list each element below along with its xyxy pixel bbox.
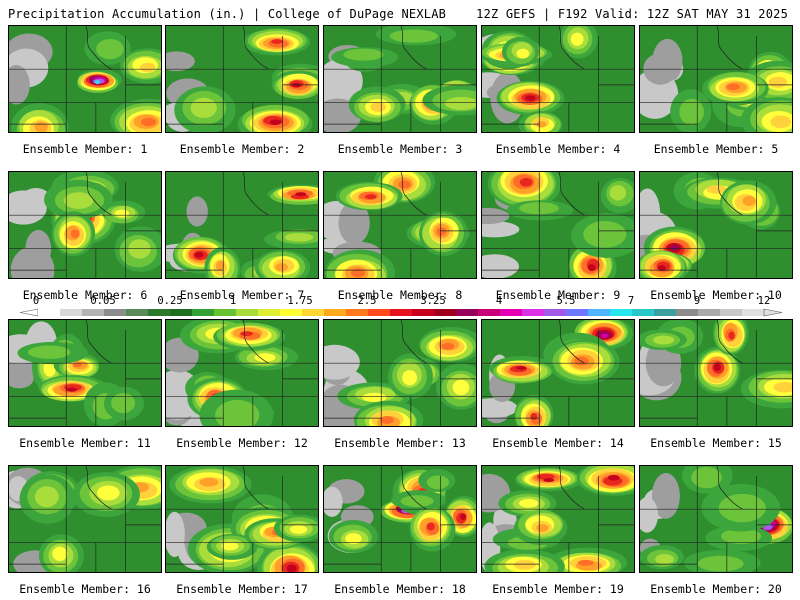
colorbar-swatch [610,309,633,316]
ensemble-member-label: Ensemble Member: 7 [179,288,305,302]
colorbar-min-arrow [19,308,39,317]
colorbar-swatch [720,309,743,316]
colorbar-tick-label: 12 [757,295,771,307]
colorbar-swatch [544,309,567,316]
ensemble-member-map [165,465,319,573]
colorbar-swatch [588,309,611,316]
ensemble-member-label: Ensemble Member: 12 [176,436,308,450]
colorbar-swatch [632,309,655,316]
colorbar-swatch [192,309,215,316]
ensemble-member-map [8,465,162,573]
ensemble-member-label: Ensemble Member: 16 [19,582,151,596]
ensemble-member-map [323,25,477,133]
ensemble-member-label: Ensemble Member: 6 [22,288,148,302]
ensemble-member-map [639,465,793,573]
ensemble-member-map [639,25,793,133]
ensemble-member-label: Ensemble Member: 2 [179,142,305,156]
ensemble-member-label: Ensemble Member: 11 [19,436,151,450]
colorbar-swatch [698,309,721,316]
ensemble-member-label: Ensemble Member: 1 [22,142,148,156]
colorbar-swatch [390,309,413,316]
colorbar-swatch [412,309,435,316]
precip-colorbar: 0 0.05 0.25 1 1.75 2.5 3.25 4 5.5 7 9 12 [0,295,800,320]
ensemble-member-label: Ensemble Member: 15 [650,436,782,450]
colorbar-tick-label: 9 [693,295,701,307]
colorbar-swatch [148,309,171,316]
ensemble-member-label: Ensemble Member: 4 [495,142,621,156]
colorbar-swatch [104,309,127,316]
ensemble-member-map [481,465,635,573]
colorbar-swatch [324,309,347,316]
colorbar-tick-label: 4 [495,295,503,307]
colorbar-swatch [456,309,479,316]
colorbar-max-arrow [763,308,783,317]
colorbar-swatch [38,309,61,316]
ensemble-member-map [323,171,477,279]
ensemble-member-label: Ensemble Member: 8 [337,288,463,302]
colorbar-swatch [82,309,105,316]
ensemble-member-label: Ensemble Member: 19 [492,582,624,596]
colorbar-swatch [566,309,589,316]
ensemble-member-label: Ensemble Member: 14 [492,436,624,450]
ensemble-member-label: Ensemble Member: 18 [334,582,466,596]
colorbar-tick-label: 0.25 [157,295,183,307]
colorbar-swatch [654,309,677,316]
colorbar-tick-label: 7 [627,295,635,307]
ensemble-member-map [165,319,319,427]
ensemble-member-label: Ensemble Member: 5 [653,142,779,156]
colorbar-swatch [302,309,325,316]
ensemble-member-map [165,25,319,133]
ensemble-member-map [8,319,162,427]
colorbar-tick-label: 3.25 [420,295,446,307]
valid-time-label: 12Z GEFS | F192 Valid: 12Z SAT MAY 31 20… [476,7,788,21]
ensemble-member-map [639,319,793,427]
ensemble-member-map [323,465,477,573]
colorbar-tick-label: 1 [229,295,237,307]
ensemble-member-label: Ensemble Member: 10 [650,288,782,302]
colorbar-tick-label: 2.5 [357,295,377,307]
colorbar-swatch [434,309,457,316]
ensemble-member-label: Ensemble Member: 9 [495,288,621,302]
colorbar-swatch [258,309,281,316]
ensemble-member-map [8,171,162,279]
colorbar-swatch [126,309,149,316]
ensemble-member-map [481,319,635,427]
colorbar-swatch [214,309,237,316]
colorbar-swatch [478,309,501,316]
ensemble-member-label: Ensemble Member: 13 [334,436,466,450]
ensemble-member-label: Ensemble Member: 3 [337,142,463,156]
colorbar-swatch [742,309,765,316]
ensemble-member-map [323,319,477,427]
ensemble-member-map [8,25,162,133]
colorbar-tick-label: 1.75 [287,295,313,307]
colorbar-tick-label: 5.5 [556,295,576,307]
ensemble-member-map [165,171,319,279]
colorbar-tick-label: 0 [32,295,40,307]
colorbar-swatch [522,309,545,316]
ensemble-member-map [481,25,635,133]
colorbar-swatch [368,309,391,316]
colorbar-swatch [346,309,369,316]
colorbar-swatch [500,309,523,316]
chart-title: Precipitation Accumulation (in.) | Colle… [8,7,447,21]
colorbar-tick-label: 0.05 [90,295,116,307]
colorbar-swatch [676,309,699,316]
ensemble-member-label: Ensemble Member: 17 [176,582,308,596]
colorbar-swatch [60,309,83,316]
colorbar-swatch [280,309,303,316]
ensemble-member-label: Ensemble Member: 20 [650,582,782,596]
colorbar-swatch [236,309,259,316]
ensemble-member-map [639,171,793,279]
ensemble-member-map [481,171,635,279]
colorbar-swatch [170,309,193,316]
